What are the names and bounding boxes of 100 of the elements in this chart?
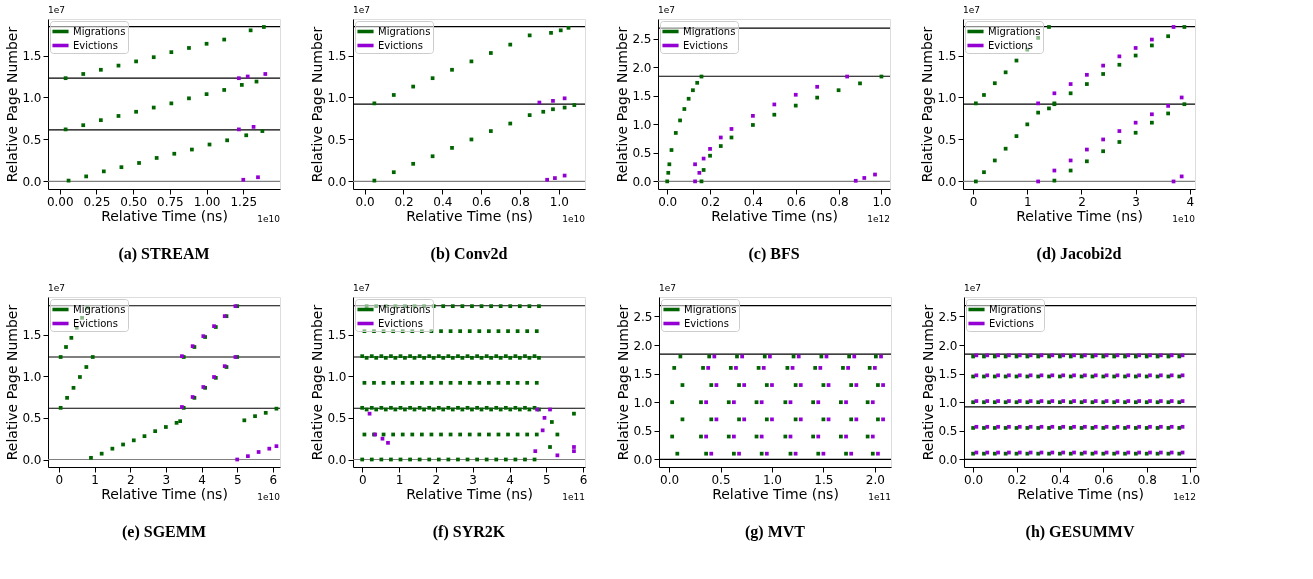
x-tick-label: 0.5: [711, 472, 731, 487]
x-tick-label: 1.00: [193, 194, 221, 209]
y-tick-label: 0.5: [632, 146, 652, 161]
x-tick-label: 2: [126, 472, 135, 487]
y-axis-title: Relative Page Number: [309, 304, 326, 461]
text: 1e11: [562, 492, 585, 502]
y-tick-label: 0.0: [327, 174, 347, 189]
x-tick-label: 6: [579, 472, 588, 487]
legend-label: Evictions: [684, 317, 729, 329]
text: 1e7: [963, 5, 980, 15]
x-tick-label: 1.0: [549, 194, 569, 209]
y-axis-title: Relative Page Number: [919, 26, 936, 183]
x-tick-label: 4: [198, 472, 206, 487]
text: 1e10: [1172, 214, 1196, 224]
x-tick-label: 6: [269, 472, 278, 487]
x-tick-label: 0.8: [829, 194, 849, 209]
y-tick-label: 0.0: [22, 453, 42, 467]
x-tick-label: 1: [91, 472, 99, 487]
legend-label: Evictions: [683, 39, 728, 51]
x-tick-label: 4: [1186, 194, 1195, 209]
y-tick-label: 0.0: [327, 453, 347, 467]
y-tick-label: 1.0: [327, 369, 347, 384]
x-tick-label: 3: [162, 472, 171, 487]
x-tick-label: 2.0: [865, 472, 885, 487]
x-tick-label: 1: [1023, 194, 1032, 209]
text: (f) SYR2K: [432, 523, 506, 541]
x-axis-title: Relative Time (ns): [101, 207, 228, 224]
y-tick-label: 1.0: [937, 90, 957, 105]
x-tick-label: 0.6: [1094, 472, 1114, 487]
y-tick-label: 1.5: [632, 89, 652, 104]
x-axis-title: Relative Time (ns): [1016, 207, 1143, 224]
x-tick-label: 0.00: [46, 194, 74, 209]
y-tick-label: 2.5: [938, 309, 958, 324]
legend-label: Evictions: [988, 39, 1033, 51]
x-tick-label: 1: [395, 472, 404, 487]
x-axis-title: Relative Time (ns): [406, 207, 533, 224]
y-tick-label: 1.0: [632, 117, 652, 132]
text: 1e10: [562, 214, 586, 224]
x-tick-label: 0.2: [394, 194, 414, 209]
x-tick-label: 0: [969, 194, 978, 209]
y-tick-label: 0.5: [938, 424, 958, 439]
text: (b) Conv2d: [430, 245, 508, 263]
y-tick-label: 2.0: [633, 338, 653, 353]
y-axis-title: Relative Page Number: [4, 304, 21, 461]
x-tick-label: 2: [432, 472, 441, 487]
x-axis-title: Relative Time (ns): [101, 485, 228, 502]
y-tick-label: 0.5: [327, 132, 347, 147]
y-tick-label: 1.5: [22, 49, 42, 64]
text: 1e10: [257, 214, 281, 224]
text: 1e7: [353, 5, 370, 15]
x-tick-label: 0: [55, 472, 64, 487]
x-tick-label: 5: [543, 472, 551, 487]
x-tick-label: 0.6: [472, 194, 492, 209]
legend-label: Migrations: [683, 25, 736, 37]
x-tick-label: 0.0: [964, 472, 984, 487]
text: 1e12: [1173, 492, 1196, 502]
x-tick-label: 4: [506, 472, 514, 487]
legend-label: Evictions: [378, 317, 423, 329]
legend-label: Migrations: [684, 303, 737, 315]
legend-label: Evictions: [73, 317, 118, 329]
legend-label: Migrations: [989, 303, 1042, 315]
legend-label: Migrations: [73, 303, 126, 315]
x-tick-label: 0.0: [355, 194, 375, 209]
y-axis-title: Relative Page Number: [614, 26, 631, 183]
x-tick-label: 0.0: [658, 194, 678, 209]
y-tick-label: 1.5: [22, 328, 42, 342]
x-tick-label: 0.75: [157, 194, 184, 209]
y-tick-label: 1.5: [937, 49, 957, 64]
y-tick-label: 1.0: [633, 395, 653, 410]
y-axis-title: Relative Page Number: [4, 26, 21, 183]
text: (g) MVT: [745, 523, 806, 541]
x-tick-label: 0.4: [433, 194, 453, 209]
y-tick-label: 1.0: [327, 90, 347, 105]
y-tick-label: 1.5: [633, 367, 653, 382]
x-tick-label: 0.0: [660, 472, 680, 487]
text: 1e7: [48, 283, 65, 293]
text: (d) Jacobi2d: [1036, 245, 1122, 263]
x-tick-label: 0.6: [786, 194, 806, 209]
x-tick-label: 1.0: [872, 194, 892, 209]
x-tick-label: 0.2: [1007, 472, 1027, 487]
legend-label: Migrations: [988, 25, 1041, 37]
y-axis-title: Relative Page Number: [920, 304, 937, 461]
x-axis-title: Relative Time (ns): [711, 207, 838, 224]
y-tick-label: 0.0: [633, 452, 653, 467]
legend-label: Evictions: [378, 39, 423, 51]
x-tick-label: 2: [1078, 194, 1086, 209]
text: 1e7: [659, 283, 676, 293]
x-tick-label: 0.50: [120, 194, 148, 209]
x-tick-label: 0.8: [510, 194, 531, 209]
y-tick-label: 0.0: [937, 174, 957, 189]
legend-label: Evictions: [73, 39, 118, 51]
x-axis-title: Relative Time (ns): [1017, 485, 1144, 502]
x-tick-label: 3: [469, 472, 477, 487]
x-tick-label: 1.5: [814, 472, 834, 487]
x-tick-label: 5: [233, 472, 242, 487]
y-tick-label: 0.0: [22, 174, 42, 189]
x-tick-label: 1.25: [230, 194, 258, 209]
y-tick-label: 0.0: [632, 174, 652, 189]
x-tick-label: 0: [358, 472, 367, 487]
legend-label: Migrations: [378, 303, 431, 315]
